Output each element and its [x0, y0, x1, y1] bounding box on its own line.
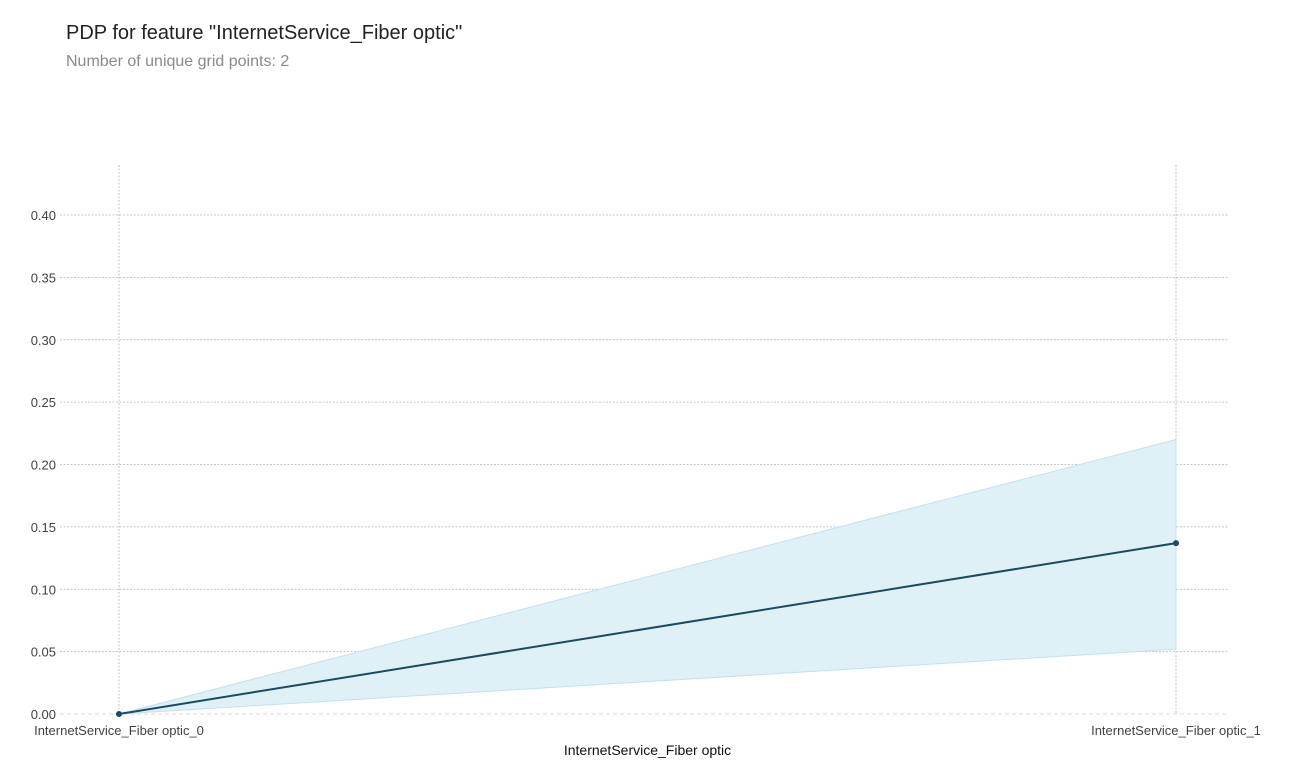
pdp-point	[116, 711, 122, 717]
chart-subtitle: Number of unique grid points: 2	[66, 53, 290, 70]
y-tick-label: 0.00	[31, 707, 56, 722]
x-axis-label: InternetService_Fiber optic	[564, 742, 731, 758]
pdp-line	[118, 542, 1177, 715]
y-tick-labels: 0.00 0.05 0.10 0.15 0.20 0.25 0.30 0.35 0.40	[31, 208, 56, 722]
pdp-points	[116, 540, 1179, 717]
x-tick-label: InternetService_Fiber optic_0	[34, 723, 204, 738]
confidence-band	[118, 438, 1177, 715]
y-tick-label: 0.30	[31, 333, 56, 348]
pdp-series	[118, 542, 1177, 715]
y-tick-label: 0.35	[31, 270, 56, 285]
y-tick-label: 0.25	[31, 395, 56, 410]
y-tick-label: 0.05	[31, 645, 56, 660]
y-tick-label: 0.10	[31, 582, 56, 597]
y-tick-label: 0.20	[31, 458, 56, 473]
x-tick-labels: InternetService_Fiber optic_0 InternetSer…	[34, 723, 1261, 738]
x-tick-label: InternetService_Fiber optic_1	[1091, 723, 1261, 738]
chart-title: PDP for feature "InternetService_Fiber o…	[66, 22, 463, 44]
pdp-point	[1173, 540, 1179, 547]
y-tick-label: 0.40	[31, 208, 56, 223]
y-tick-label: 0.15	[31, 520, 56, 535]
